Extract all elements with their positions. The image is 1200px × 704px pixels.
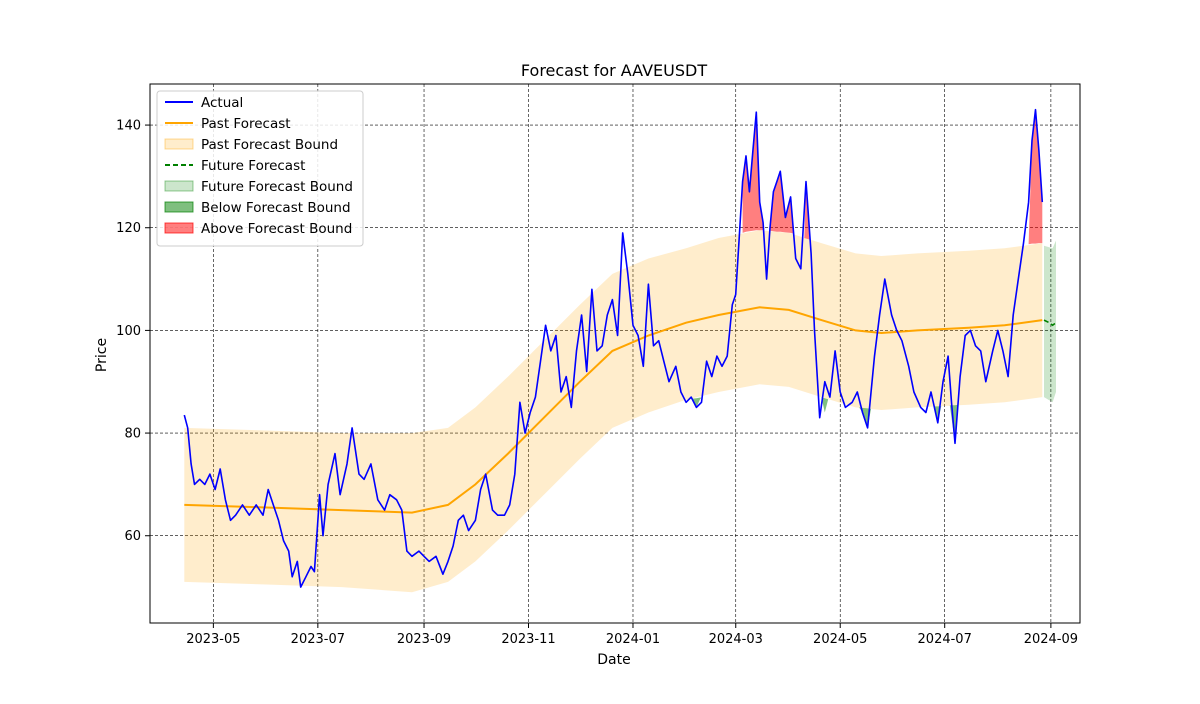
legend-label: Past Forecast — [201, 116, 291, 132]
legend-entry: Future Forecast Bound — [164, 179, 353, 195]
legend-label: Future Forecast Bound — [201, 179, 353, 195]
legend-label: Past Forecast Bound — [201, 137, 338, 153]
y-tick-label: 60 — [124, 529, 141, 544]
x-tick-label: 2024-07 — [918, 632, 972, 647]
x-tick-label: 2023-11 — [501, 632, 555, 647]
future-forecast-line — [1043, 319, 1057, 327]
legend-swatch — [164, 180, 194, 192]
legend-swatch — [164, 222, 194, 234]
y-axis-label: Price — [94, 338, 110, 372]
plot-frame — [149, 83, 1081, 624]
past-forecast-line — [184, 306, 1043, 514]
plot-data — [183, 108, 1057, 593]
above-forecast-bound-region — [770, 171, 794, 234]
x-tick-label: 2023-07 — [291, 632, 345, 647]
x-tick-label: 2024-01 — [606, 632, 660, 647]
below-forecast-bound-region — [821, 397, 829, 413]
y-tick-label: 80 — [124, 427, 141, 442]
legend-swatch — [164, 138, 194, 150]
legend-label: Actual — [201, 95, 243, 111]
y-tick-label: 140 — [116, 119, 141, 134]
x-tick-label: 2024-09 — [1024, 632, 1078, 647]
chart-title: Forecast for AAVEUSDT — [521, 61, 707, 80]
legend-entry: Past Forecast Bound — [164, 137, 338, 153]
legend-label: Future Forecast — [201, 158, 305, 174]
above-forecast-bound-region — [742, 112, 764, 233]
legend-entry: Below Forecast Bound — [164, 200, 351, 216]
legend-entry: Above Forecast Bound — [164, 221, 352, 237]
legend-label: Above Forecast Bound — [201, 221, 352, 237]
x-tick-label: 2023-05 — [186, 632, 240, 647]
legend-swatch — [164, 201, 194, 213]
future-forecast-bound-area — [1044, 240, 1056, 403]
legend-label: Below Forecast Bound — [201, 200, 351, 216]
x-tick-label: 2024-03 — [709, 632, 763, 647]
x-tick-label: 2023-09 — [397, 632, 451, 647]
legend-entry: Actual — [165, 95, 243, 111]
legend-entry: Future Forecast — [165, 158, 305, 174]
x-tick-label: 2024-05 — [813, 632, 867, 647]
legend: Actual Past Forecast Past Forecast Bound Fu… — [156, 90, 364, 247]
x-axis-label: Date — [597, 652, 630, 668]
legend-entry: Past Forecast — [165, 116, 291, 132]
actual-price-line — [183, 108, 1044, 588]
legend-box — [156, 90, 364, 247]
past-forecast-bound-area — [184, 230, 1043, 593]
y-tick-label: 120 — [116, 221, 141, 236]
y-tick-label: 100 — [116, 324, 141, 339]
axis-ticks: 2023-05 2023-07 2023-09 2023-11 2024-01 2024-… — [116, 119, 1078, 647]
